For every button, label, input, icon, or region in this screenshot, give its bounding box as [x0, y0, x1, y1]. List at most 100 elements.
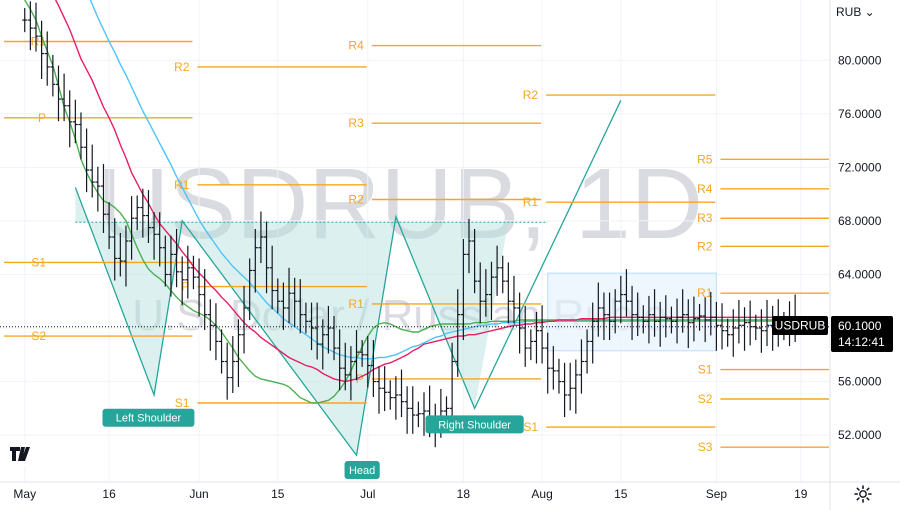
ohlc-bar [719, 303, 725, 350]
price-tick-label: 68.0000 [838, 214, 882, 228]
ohlc-bar [61, 73, 67, 122]
ohlc-bar [157, 212, 163, 267]
pivot-label: P [38, 111, 46, 125]
ohlc-bar [466, 218, 472, 274]
ohlc-bar [129, 196, 135, 260]
ohlc-bar [680, 289, 686, 333]
ohlc-bar [488, 261, 494, 320]
ohlc-bar [590, 302, 596, 364]
ohlc-bar [22, 8, 28, 33]
ohlc-bar [668, 306, 674, 334]
ohlc-bar [674, 298, 680, 344]
ohlc-bar [764, 299, 770, 347]
ohlc-bar [376, 366, 382, 414]
pivot-label: P [356, 372, 364, 386]
ohlc-bar [185, 245, 191, 299]
ohlc-bar [652, 289, 658, 337]
ohlc-bar [140, 188, 146, 238]
ohlc-bar [337, 329, 343, 391]
ohlc-bar [472, 228, 478, 294]
annotation-bg [344, 460, 380, 479]
price-badge-bg [831, 316, 893, 352]
ohlc-bar [399, 369, 405, 418]
ohlc-bar [742, 307, 748, 351]
ohlc-bar [252, 228, 258, 293]
price-tick-label: 56.0000 [838, 375, 882, 389]
ohlc-bar [533, 311, 539, 364]
ohlc-bar [100, 164, 106, 233]
ohlc-bar [635, 292, 641, 337]
ohlc-bar [275, 278, 281, 314]
ohlc-bar [455, 289, 461, 377]
ohlc-bar [44, 31, 50, 86]
ohlc-bar [410, 386, 416, 434]
pattern-fill [75, 187, 509, 456]
pivot-label: R1 [697, 286, 713, 300]
pivot-label: S3 [698, 440, 713, 454]
ohlc-bar [235, 319, 241, 387]
ohlc-bar [736, 299, 742, 344]
ohlc-bar [84, 128, 90, 193]
symbol-badge-bg [772, 316, 828, 335]
ohlc-bar [421, 392, 427, 436]
ohlc-bar [112, 218, 118, 281]
ohlc-bar [494, 245, 500, 296]
ohlc-bar [297, 279, 303, 334]
ohlc-bar [95, 166, 101, 212]
time-axis[interactable]: May 16 Jun 15 Jul 18 Aug 15 Sep 19 [13, 487, 807, 501]
ohlc-bar [663, 295, 669, 338]
ohlc-bar [264, 221, 270, 294]
currency-selector[interactable]: RUB ⌄ [836, 5, 875, 19]
ohlc-bar [584, 329, 590, 374]
ma-mid-line [24, 0, 818, 404]
price-tick-label: 80.0000 [838, 53, 882, 67]
ohlc-bar [477, 262, 483, 324]
pattern-annotations: Left Shoulder Head Right Shoulder [102, 408, 524, 479]
ohlc-bar [393, 376, 399, 420]
ohlc-bar [365, 336, 371, 388]
ohlc-bar [618, 275, 624, 324]
time-tick-label: Jul [360, 487, 375, 501]
time-tick-label: 18 [457, 487, 471, 501]
ohlc-bar [595, 282, 601, 337]
ohlc-bar [292, 277, 298, 327]
price-tick-label: 72.0000 [838, 160, 882, 174]
ohlc-bar [106, 202, 112, 250]
ohlc-bar [354, 330, 360, 381]
ohlc-bar [39, 20, 45, 79]
ohlc-bar [72, 99, 78, 144]
settings-gear-icon[interactable] [853, 484, 873, 504]
annotation-label: Left Shoulder [116, 413, 182, 425]
ohlc-bar [567, 362, 573, 411]
ohlc-bar [196, 258, 202, 317]
ohlc-bar [573, 359, 579, 414]
pivot-label: R1 [174, 178, 190, 192]
ohlc-bar [151, 212, 157, 260]
time-tick-label: 15 [614, 487, 628, 501]
ohlc-bar [758, 309, 764, 353]
ohlc-bar [562, 362, 568, 418]
price-tick-label: 64.0000 [838, 267, 882, 281]
annotation-label: Head [349, 465, 375, 477]
ohlc-bar [219, 329, 225, 374]
ohlc-bar [578, 339, 584, 394]
ohlc-bar [601, 292, 607, 341]
ohlc-bar [27, 1, 33, 51]
ohlc-bar [382, 366, 388, 412]
pivot-label: R3 [348, 116, 364, 130]
ohlc-bar [646, 295, 652, 344]
ohlc-bar [500, 255, 506, 294]
ohlc-bar [78, 112, 84, 160]
ohlc-bar [123, 225, 129, 287]
ohlc-bar [134, 195, 140, 231]
ohlc-bar [67, 90, 73, 148]
time-tick-label: Aug [531, 487, 552, 501]
ohlc-bar [528, 329, 534, 361]
ohlc-bar [702, 297, 708, 343]
ohlc-bars [22, 1, 798, 448]
price-tick-label: 52.0000 [838, 428, 882, 442]
ohlc-bar [162, 235, 168, 287]
ohlc-bar [213, 303, 219, 361]
annotation-label: Right Shoulder [438, 419, 511, 431]
